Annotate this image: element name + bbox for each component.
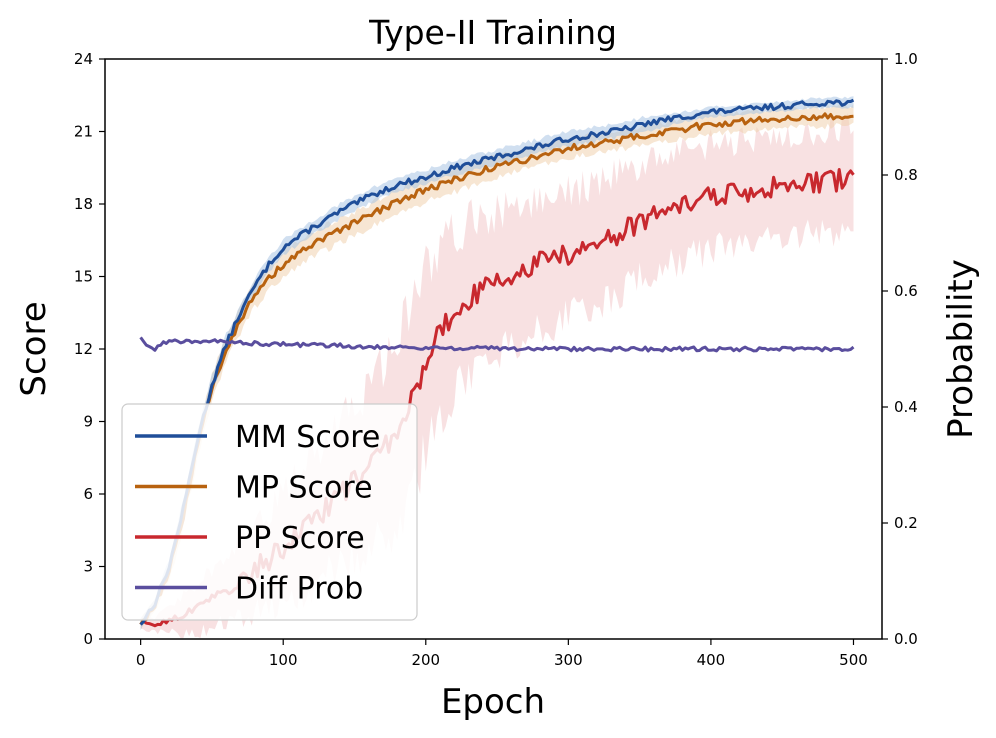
x-tick-label: 500: [839, 651, 868, 669]
mp-score-band: [140, 103, 854, 630]
legend-label-pp-score: PP Score: [235, 521, 365, 556]
diff-prob-line: [139, 336, 855, 353]
y-tick-label: 9: [83, 413, 93, 431]
y-axis-ticks: 0 3 6 9 12 15 18 21 24: [74, 50, 105, 648]
x-axis-title: Epoch: [441, 682, 545, 722]
y-tick-label: 18: [74, 195, 93, 213]
legend-label-diff-prob: Diff Prob: [235, 572, 363, 607]
y2-tick-label: 0.2: [894, 514, 918, 532]
y-tick-label: 6: [83, 485, 93, 503]
x-tick-label: 0: [136, 651, 146, 669]
y2-tick-label: 0.4: [894, 398, 918, 416]
x-axis-ticks: 0 100 200 300 400 500: [136, 639, 868, 669]
y-tick-label: 21: [74, 123, 93, 141]
legend-label-mm-score: MM Score: [235, 420, 380, 455]
y-axis-title: Score: [14, 301, 54, 396]
y2-tick-label: 1.0: [894, 50, 918, 68]
mp-score-line: [139, 112, 854, 626]
y2-axis-ticks: 0.0 0.2 0.4 0.6 0.8 1.0: [882, 50, 918, 648]
x-tick-label: 400: [697, 651, 726, 669]
y2-axis-title: Probability: [941, 259, 981, 439]
mm-score-line: [139, 98, 855, 626]
y-tick-label: 3: [83, 558, 93, 576]
mm-score-band: [140, 96, 854, 631]
y-tick-label: 12: [74, 340, 93, 358]
legend: MM Score MP Score PP Score Diff Prob: [121, 403, 418, 621]
series-lines: [139, 98, 855, 628]
legend-box: [121, 403, 418, 621]
y-tick-label: 24: [74, 50, 93, 68]
legend-label-mp-score: MP Score: [235, 471, 373, 506]
y-tick-label: 15: [74, 268, 93, 286]
y2-tick-label: 0.8: [894, 166, 918, 184]
x-tick-label: 100: [269, 651, 298, 669]
y2-tick-label: 0.0: [894, 630, 918, 648]
x-tick-label: 300: [554, 651, 583, 669]
chart-title: Type-II Training: [368, 13, 617, 52]
x-tick-label: 200: [411, 651, 440, 669]
y2-tick-label: 0.6: [894, 282, 918, 300]
y-tick-label: 0: [83, 630, 93, 648]
